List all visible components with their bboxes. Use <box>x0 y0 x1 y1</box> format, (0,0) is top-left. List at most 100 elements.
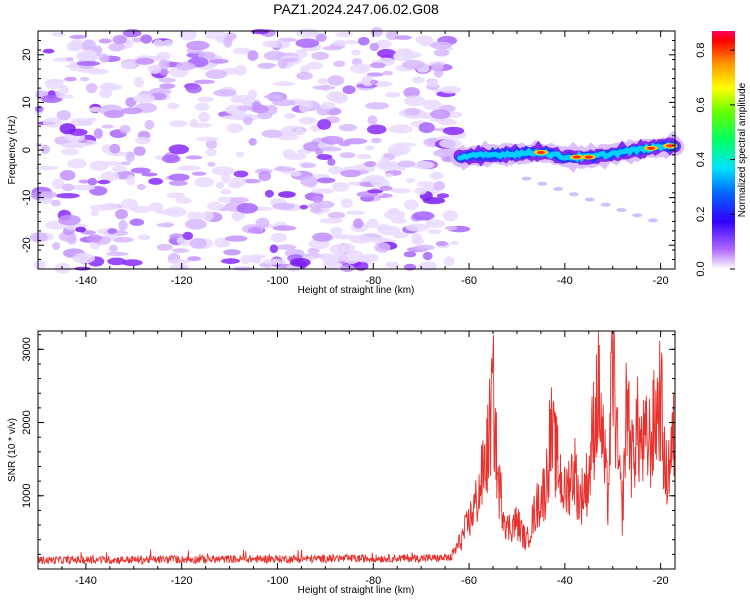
noise-blob <box>335 32 353 38</box>
noise-blob <box>355 255 379 263</box>
noise-blob <box>107 228 117 235</box>
noise-blob <box>261 129 283 138</box>
colorbar-tick-label: 0.2 <box>695 207 707 222</box>
noise-blob <box>65 57 74 62</box>
noise-blob <box>167 102 180 110</box>
noise-blob <box>258 170 272 182</box>
noise-blob <box>87 177 98 186</box>
noise-blob <box>392 142 417 147</box>
noise-blob <box>159 83 176 89</box>
noise-blob <box>299 204 308 210</box>
noise-blob <box>427 229 442 234</box>
noise-blob <box>442 210 458 222</box>
noise-blob <box>367 189 384 194</box>
y-tick-label: -20 <box>21 237 33 253</box>
noise-blob <box>273 167 297 172</box>
spectrogram-x-axis-title: Height of straight line (km) <box>298 285 415 296</box>
x-tick-label: -60 <box>461 275 477 287</box>
noise-blob <box>122 29 142 38</box>
noise-blob <box>141 172 158 177</box>
noise-blob <box>90 210 100 217</box>
noise-blob <box>278 191 296 198</box>
noise-blob <box>149 202 164 212</box>
noise-blob <box>369 42 379 52</box>
noise-blob <box>320 146 342 152</box>
noise-blob <box>405 223 430 232</box>
noise-blob <box>69 39 85 50</box>
noise-blob <box>237 105 252 111</box>
noise-blob <box>404 107 421 116</box>
noise-blob <box>172 248 190 253</box>
x-tick-label: -20 <box>653 275 669 287</box>
noise-blob <box>276 244 296 251</box>
noise-blob <box>224 235 248 242</box>
noise-blob <box>235 151 245 158</box>
noise-blob <box>342 85 356 95</box>
noise-blob <box>327 211 346 219</box>
noise-blob <box>93 128 103 139</box>
noise-blob <box>318 253 336 261</box>
signal-trail-blob <box>632 213 643 218</box>
noise-blob <box>89 204 112 211</box>
noise-blob <box>299 103 310 113</box>
noise-blob <box>255 217 270 229</box>
noise-blob <box>118 219 128 231</box>
noise-blob <box>168 173 190 182</box>
noise-blob <box>310 207 322 214</box>
x-tick-label: -100 <box>266 575 288 587</box>
noise-blob <box>403 263 417 271</box>
noise-blob <box>358 36 370 46</box>
noise-blob <box>340 198 353 209</box>
noise-blob <box>317 119 332 130</box>
noise-blob <box>351 49 361 56</box>
noise-blob <box>290 171 302 177</box>
spectrogram-signal-track <box>450 130 684 223</box>
noise-blob <box>353 261 369 271</box>
noise-blob <box>135 57 155 65</box>
noise-blob <box>295 38 320 48</box>
noise-blob <box>243 116 253 126</box>
noise-blob <box>435 240 448 247</box>
noise-blob <box>153 39 164 48</box>
noise-blob <box>189 238 207 249</box>
noise-blob <box>311 188 335 194</box>
noise-blob <box>61 142 83 149</box>
noise-blob <box>296 71 313 80</box>
noise-blob <box>185 155 203 160</box>
signal-peak <box>584 155 593 159</box>
noise-blob <box>269 244 279 253</box>
noise-blob <box>137 234 151 241</box>
noise-blob <box>404 199 419 210</box>
signal-trail-blob <box>616 208 627 212</box>
noise-blob <box>263 94 283 100</box>
noise-blob <box>422 251 433 261</box>
noise-blob <box>439 86 461 94</box>
noise-blob <box>356 153 372 160</box>
noise-blob <box>312 195 324 204</box>
noise-blob <box>100 171 120 182</box>
noise-blob <box>413 244 435 251</box>
noise-blob <box>158 77 176 83</box>
noise-blob <box>175 62 196 71</box>
noise-blob <box>353 218 364 229</box>
y-tick-label: -10 <box>21 190 33 206</box>
noise-blob <box>390 188 411 194</box>
snr-plot: -140 -120 -100 -80 -60 -40 -20 1000 2000 3000 He… <box>7 330 676 596</box>
noise-blob <box>179 29 197 41</box>
noise-blob <box>327 75 345 86</box>
noise-blob <box>403 87 421 98</box>
noise-blob <box>211 166 235 176</box>
noise-blob <box>298 116 317 125</box>
noise-blob <box>169 263 189 271</box>
colorbar-title: Normalized spectral amplitude <box>737 82 748 217</box>
colorbar-tick-label: 0.8 <box>695 43 707 58</box>
noise-blob <box>148 177 164 185</box>
noise-blob <box>247 89 258 99</box>
noise-blob <box>40 191 57 199</box>
noise-blob <box>340 169 362 178</box>
signal-trail-blob <box>584 197 595 202</box>
noise-blob <box>51 178 65 189</box>
noise-blob <box>319 218 344 224</box>
noise-blob <box>349 234 372 244</box>
